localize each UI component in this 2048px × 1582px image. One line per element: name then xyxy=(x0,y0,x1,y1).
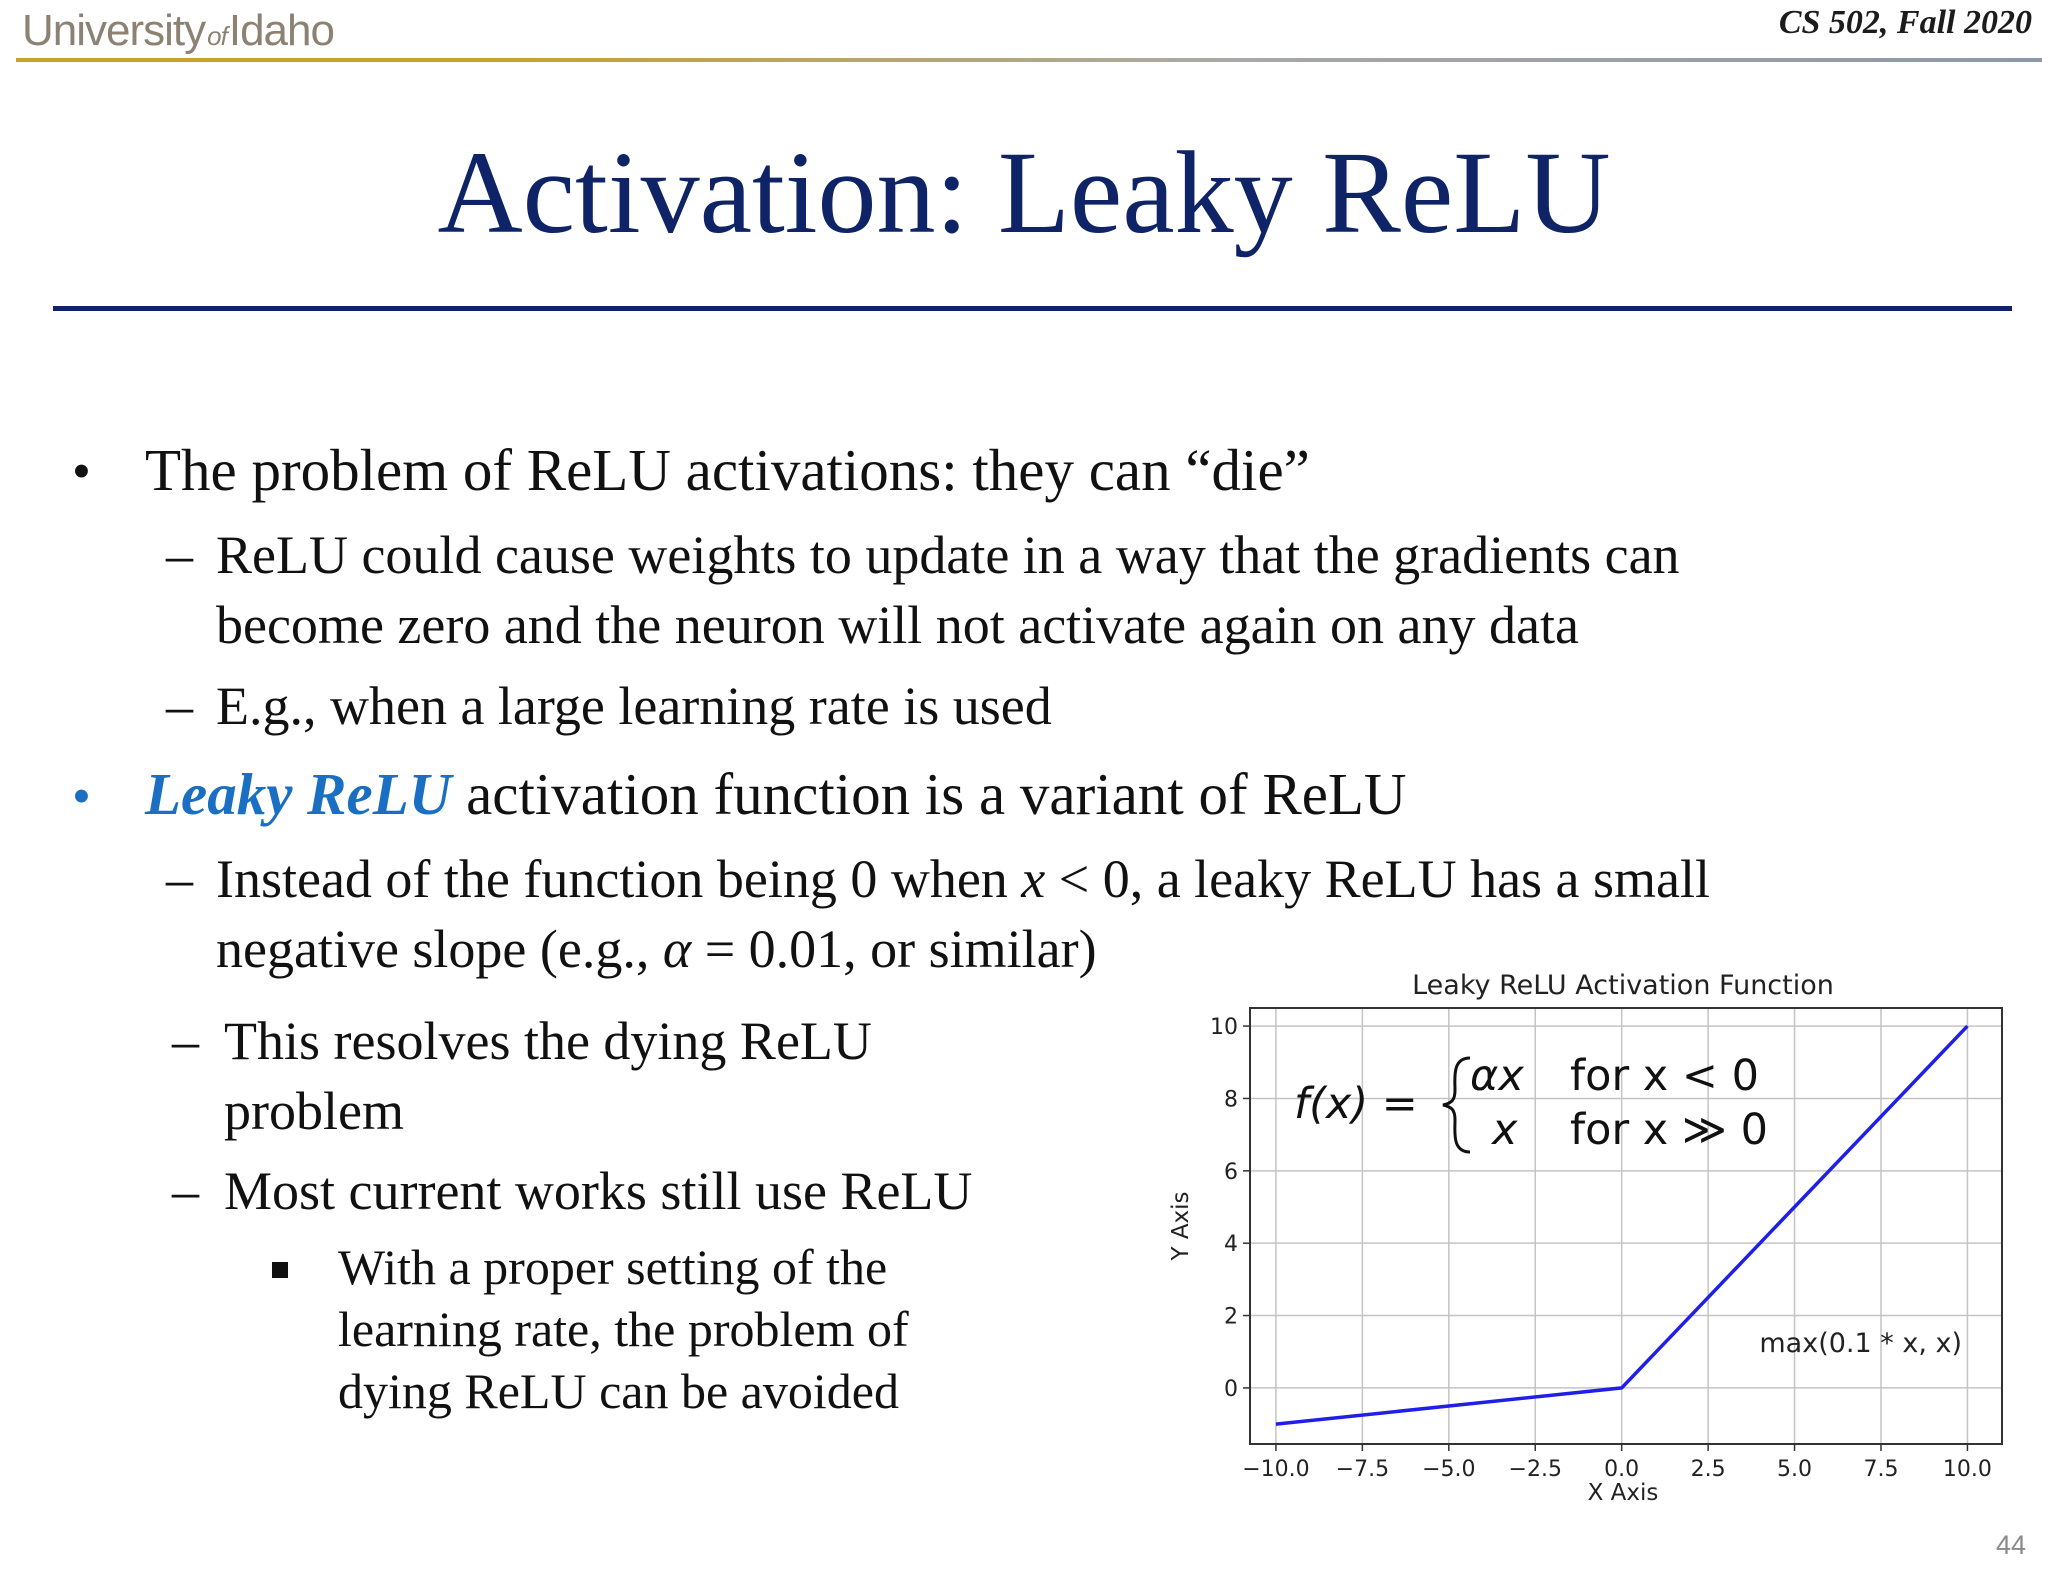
x-tick-label: 10.0 xyxy=(1943,1457,1992,1482)
sub-bullet-text: ReLU could cause weights to update in a … xyxy=(216,525,1680,585)
plot-frame xyxy=(1249,1007,2003,1445)
sub-bullet-text: This resolves the dying ReLU xyxy=(224,1011,872,1071)
square-bullet-icon xyxy=(272,1262,288,1278)
formula-case2-condition: for x ≫ 0 xyxy=(1570,1105,1768,1155)
series-line xyxy=(1275,1024,1969,1426)
math-alpha: α xyxy=(662,919,692,979)
bullet-marker: • xyxy=(72,766,91,826)
dash-marker: – xyxy=(172,1161,199,1221)
x-tick-label: −2.5 xyxy=(1509,1457,1562,1482)
bullet-marker: • xyxy=(72,441,91,501)
header-divider xyxy=(16,58,2042,62)
dash-marker: – xyxy=(166,525,193,585)
page-number: 44 xyxy=(1995,1530,2026,1560)
text-part: < 0, a leaky ReLU has a small xyxy=(1045,849,1711,909)
dash-marker: – xyxy=(166,676,193,736)
course-label: CS 502, Fall 2020 xyxy=(1778,4,2032,41)
title-divider xyxy=(53,306,2012,311)
bullet-text-rest: activation function is a variant of ReLU xyxy=(451,761,1407,827)
formula-case1-value: αx xyxy=(1470,1051,1524,1101)
chart-annotation: max(0.1 * x, x) xyxy=(1759,1328,1962,1359)
sub-bullet-text: Most current works still use ReLU xyxy=(224,1161,973,1221)
math-x: x xyxy=(1021,849,1046,909)
sub-sub-bullet-text: With a proper setting of the xyxy=(338,1239,888,1295)
sub-bullet-text: negative slope (e.g., α = 0.01, or simil… xyxy=(216,919,1097,979)
sub-bullet-text: E.g., when a large learning rate is used xyxy=(216,676,1052,736)
x-tick-label: −7.5 xyxy=(1336,1457,1389,1482)
university-logo: UniversityofIdaho xyxy=(22,6,335,56)
dash-marker: – xyxy=(172,1011,199,1071)
text-part: = 0.01, or similar) xyxy=(691,919,1097,979)
leaky-relu-keyword: Leaky ReLU xyxy=(145,761,452,827)
sub-bullet-text: Instead of the function being 0 when x <… xyxy=(216,849,1711,909)
x-tick-label: 2.5 xyxy=(1691,1457,1726,1482)
logo-idaho: Idaho xyxy=(228,6,335,55)
y-tick-label: 4 xyxy=(1224,1232,1238,1257)
text-part: Instead of the function being 0 when xyxy=(216,849,1022,909)
slide-title: Activation: Leaky ReLU xyxy=(437,127,1611,258)
chart-title: Leaky ReLU Activation Function xyxy=(1412,970,1834,1001)
formula-lhs: f(x) = xyxy=(1294,1079,1418,1129)
dash-marker: – xyxy=(166,849,193,909)
y-tick-label: 6 xyxy=(1224,1160,1238,1185)
bullet-text: Leaky ReLU activation function is a vari… xyxy=(145,762,1407,827)
y-tick-label: 2 xyxy=(1224,1305,1238,1330)
sub-sub-bullet-text: dying ReLU can be avoided xyxy=(338,1363,899,1419)
y-tick-label: 0 xyxy=(1224,1377,1238,1402)
y-axis-label: Y Axis xyxy=(1168,1191,1194,1261)
x-axis-label: X Axis xyxy=(1588,1480,1659,1506)
bullet-text: The problem of ReLU activations: they ca… xyxy=(145,437,1310,503)
sub-bullet-text: problem xyxy=(224,1081,404,1141)
x-tick-label: −10.0 xyxy=(1242,1457,1309,1482)
logo-of: of xyxy=(207,21,228,51)
formula-case1-condition: for x < 0 xyxy=(1570,1051,1759,1101)
formula-brace xyxy=(1442,1056,1471,1154)
text-part: negative slope (e.g., xyxy=(216,919,663,979)
y-tick-label: 10 xyxy=(1210,1015,1238,1040)
x-tick-label: −5.0 xyxy=(1422,1457,1475,1482)
y-tick-label: 8 xyxy=(1224,1087,1238,1112)
sub-sub-bullet-text: learning rate, the problem of xyxy=(338,1301,909,1357)
x-tick-label: 5.0 xyxy=(1777,1457,1812,1482)
sub-bullet-text: become zero and the neuron will not acti… xyxy=(216,595,1579,655)
x-tick-label: 0.0 xyxy=(1604,1457,1639,1482)
formula-case2-value: x xyxy=(1490,1105,1518,1155)
x-tick-label: 7.5 xyxy=(1863,1457,1898,1482)
logo-university: University xyxy=(22,6,206,55)
